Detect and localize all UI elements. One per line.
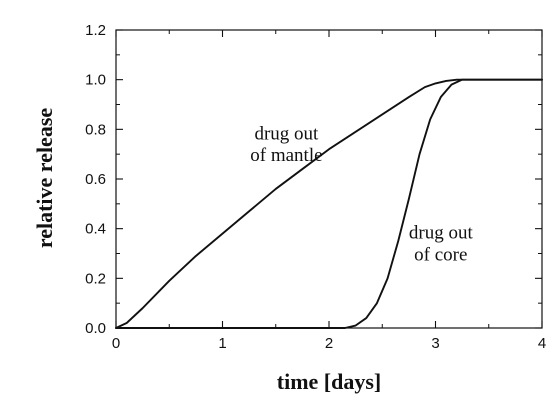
y-axis-ticks: 0.0 0.2 0.4 0.6 0.8 1.0 1.2 xyxy=(85,22,542,337)
x-axis-title: time [days] xyxy=(277,369,381,394)
x-axis-ticks: 0 1 2 3 4 xyxy=(112,30,546,352)
y-tick-label: 1.2 xyxy=(85,22,106,39)
y-tick-label: 0.0 xyxy=(85,320,106,337)
annotation-line: drug out xyxy=(409,223,474,244)
y-tick-label: 0.6 xyxy=(85,171,106,188)
annotation-0: drug out of mantle xyxy=(250,123,322,166)
series-layer xyxy=(115,78,543,329)
y-tick-label: 1.0 xyxy=(85,72,106,89)
annotation-1: drug out of core xyxy=(409,223,474,266)
x-tick-label: 2 xyxy=(325,335,333,352)
plot-frame xyxy=(115,29,543,329)
y-tick-label: 0.4 xyxy=(85,221,106,238)
y-axis-title: relative release xyxy=(32,108,57,249)
series-line-1 xyxy=(115,78,543,329)
series-line-0 xyxy=(115,78,543,329)
y-tick-label: 0.8 xyxy=(85,121,106,138)
x-tick-label: 0 xyxy=(112,335,120,352)
y-tick-label: 0.2 xyxy=(85,270,106,287)
x-tick-label: 4 xyxy=(538,335,546,352)
annotation-line: drug out xyxy=(254,123,319,144)
annotation-line: of mantle xyxy=(250,145,322,166)
x-tick-label: 3 xyxy=(431,335,439,352)
x-tick-label: 1 xyxy=(218,335,226,352)
annotation-line: of core xyxy=(414,244,467,265)
